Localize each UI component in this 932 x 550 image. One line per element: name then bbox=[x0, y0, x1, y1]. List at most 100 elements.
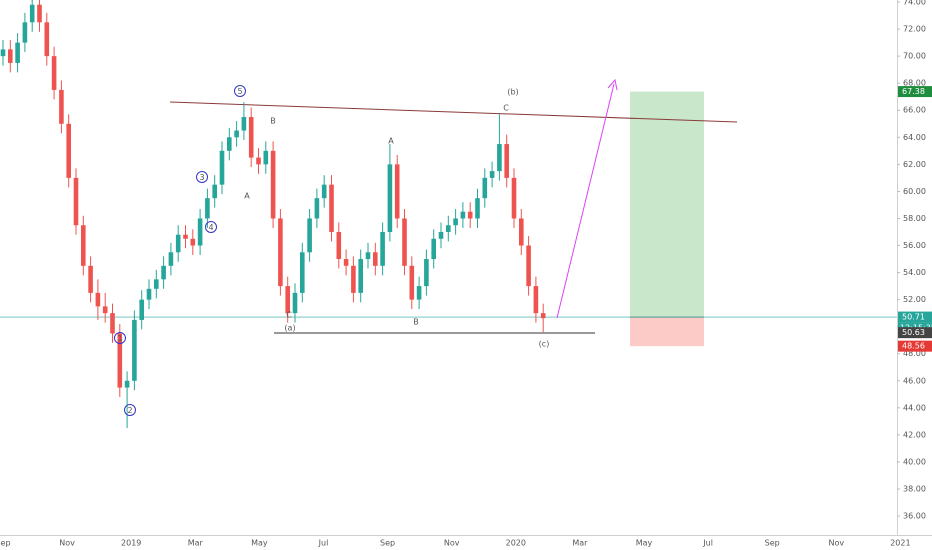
candle-body bbox=[446, 225, 451, 232]
candle-body bbox=[387, 164, 393, 232]
wave-circle bbox=[124, 404, 136, 416]
candle-body bbox=[212, 184, 217, 199]
x-tick-label: Jul bbox=[318, 539, 329, 548]
wave-label: 4 bbox=[208, 223, 213, 232]
wave-label: B bbox=[270, 117, 276, 126]
candle-body bbox=[51, 56, 57, 90]
candle-body bbox=[438, 231, 444, 239]
candle-body bbox=[161, 265, 166, 280]
wave-label: C bbox=[503, 104, 509, 113]
candle-body bbox=[110, 313, 115, 334]
candle-body bbox=[475, 198, 480, 219]
candle-body bbox=[59, 89, 64, 124]
candle-body bbox=[154, 279, 159, 289]
candle-body bbox=[102, 306, 108, 314]
price-tag bbox=[898, 340, 932, 352]
x-tick-label: May bbox=[636, 539, 653, 548]
wave-circle bbox=[205, 221, 217, 233]
candle-body bbox=[380, 231, 385, 266]
candle-body bbox=[424, 259, 429, 287]
candle-body bbox=[278, 218, 283, 287]
last-close-tag bbox=[898, 327, 932, 339]
wave-circle bbox=[114, 332, 126, 344]
wave-label: A bbox=[388, 137, 394, 146]
y-tick-label: 46.00 bbox=[903, 376, 926, 385]
x-tick-label: Sep bbox=[0, 539, 11, 548]
candle-body bbox=[519, 218, 524, 246]
y-tick-label: 38.00 bbox=[903, 485, 926, 494]
candle-body bbox=[117, 333, 123, 388]
candle-body bbox=[256, 157, 261, 165]
candle-body bbox=[73, 177, 79, 226]
candle-body bbox=[453, 218, 458, 226]
wave-label: (b) bbox=[507, 88, 518, 97]
candle-body bbox=[511, 177, 517, 219]
wave-circle bbox=[234, 85, 246, 97]
position-tool bbox=[0, 91, 897, 347]
x-tick-label: Mar bbox=[572, 539, 588, 548]
candle-body bbox=[22, 22, 28, 43]
wave-label: B bbox=[413, 318, 419, 327]
candle-body bbox=[343, 259, 349, 266]
candle-body bbox=[504, 144, 509, 178]
price-tag-label: 50.71 bbox=[902, 313, 925, 322]
annotations: 1 2 3 4 5 A B C A B C (a) (b) (c) bbox=[114, 85, 550, 416]
y-tick-label: 66.00 bbox=[903, 106, 926, 115]
x-tick-label: Mar bbox=[188, 539, 204, 548]
x-tick-label: Sep bbox=[380, 539, 395, 548]
candle-body bbox=[183, 234, 188, 239]
candle-body bbox=[205, 198, 210, 219]
candle-body bbox=[15, 42, 20, 63]
last-close-label: 50.63 bbox=[902, 328, 925, 337]
candle-body bbox=[321, 184, 327, 199]
price-tag-label: 48.56 bbox=[902, 342, 925, 351]
candle-body bbox=[365, 252, 371, 260]
candle-body bbox=[336, 231, 342, 260]
candle-body bbox=[431, 238, 436, 260]
y-tick-label: 52.00 bbox=[903, 295, 926, 304]
arrow-head bbox=[607, 78, 618, 91]
candle-body bbox=[146, 288, 152, 300]
x-tick-label: Nov bbox=[59, 539, 75, 548]
candle-body bbox=[190, 238, 196, 246]
candle-body bbox=[219, 150, 225, 185]
candle-body bbox=[482, 177, 488, 199]
wave-label: 2 bbox=[127, 406, 132, 415]
candle-body bbox=[540, 313, 546, 319]
candle-body bbox=[300, 252, 305, 293]
wave-label: 5 bbox=[237, 87, 242, 96]
candle-body bbox=[81, 225, 86, 266]
candle-body bbox=[175, 234, 181, 253]
x-tick-label: Nov bbox=[444, 539, 460, 548]
candle-body bbox=[124, 380, 130, 388]
x-tick-label: 2020 bbox=[506, 539, 526, 548]
candle-body bbox=[416, 286, 422, 300]
candle-body bbox=[234, 130, 239, 138]
candle-body bbox=[88, 265, 93, 293]
x-tick-label: Jul bbox=[702, 539, 713, 548]
x-tick-label: May bbox=[251, 539, 268, 548]
candle-body bbox=[0, 49, 6, 57]
y-tick-label: 72.00 bbox=[903, 25, 926, 34]
y-tick-label: 58.00 bbox=[903, 214, 926, 223]
wave-label: (c) bbox=[539, 340, 550, 349]
wave-label: A bbox=[244, 192, 250, 201]
candle-body bbox=[497, 144, 502, 172]
candle-body bbox=[402, 218, 407, 266]
candle-body bbox=[489, 171, 495, 178]
y-tick-label: 54.00 bbox=[903, 268, 926, 277]
x-tick-label: 2021 bbox=[890, 539, 910, 548]
y-tick-label: 64.00 bbox=[903, 133, 926, 142]
candle-body bbox=[526, 245, 531, 287]
y-tick-label: 62.00 bbox=[903, 160, 926, 169]
price-tag bbox=[898, 86, 932, 98]
candle-body bbox=[533, 286, 539, 314]
y-tick-label: 70.00 bbox=[903, 52, 926, 61]
wave-label: 1 bbox=[117, 334, 122, 343]
candle-body bbox=[227, 137, 232, 151]
candle-body bbox=[132, 319, 137, 381]
candle-body bbox=[314, 198, 320, 219]
y-tick-label: 42.00 bbox=[903, 430, 926, 439]
